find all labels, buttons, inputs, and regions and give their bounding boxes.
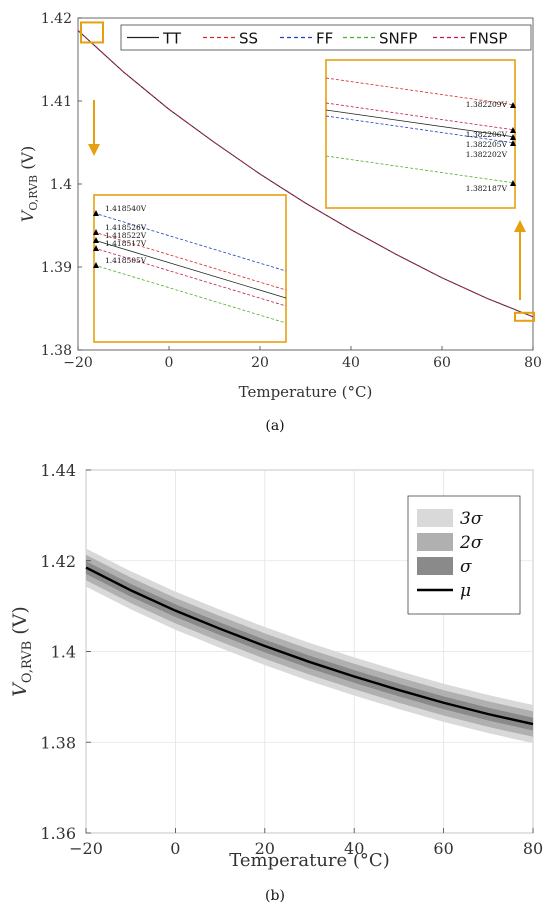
x-tick-label-a: 80: [524, 355, 542, 371]
y-tick-label-b: 1.42: [40, 552, 76, 571]
x-tick-label-a: 60: [433, 355, 451, 371]
inset-left-line-SS: [93, 231, 287, 291]
y-tick-label-b: 1.4: [51, 643, 76, 662]
inset-right-value-label: 1.382209V: [466, 100, 508, 109]
highlight-box-end: [514, 311, 535, 322]
series-line-mu: [85, 566, 534, 726]
legend-a-label-TT: TT: [162, 30, 182, 48]
y-tick-label-a: 1.42: [41, 11, 72, 27]
inset-right-line-SNFP: [325, 155, 516, 184]
legend-b-swatch: [417, 557, 453, 575]
inset-left-frame: [93, 194, 287, 343]
highlight-box-start: [80, 21, 104, 44]
inset-left-value-label: 1.418540V: [105, 204, 147, 213]
legend-a-label-FNSP: FNSP: [469, 30, 507, 48]
inset-right-line-SS: [325, 77, 516, 106]
y-axis-label-a: VO,RVB (V): [18, 146, 40, 222]
x-tick-label-b: 60: [433, 839, 453, 858]
x-tick-label-a: 40: [342, 355, 360, 371]
inset-left-marker: [93, 237, 99, 243]
inset-right-marker: [510, 127, 516, 133]
chart-a: −20 0 20 40 60 80 1.38 1.39 1.4 1.41 1.42 Temperatu…: [18, 11, 542, 401]
inset-left-value-label: 1.418517V: [105, 239, 147, 248]
legend-b-swatch: [417, 509, 453, 527]
inset-right-value-label: 1.382205V: [466, 140, 508, 149]
inset-right-line-TT: [325, 109, 516, 138]
inset-right-line-FNSP: [325, 102, 516, 131]
y-tick-label-a: 1.38: [41, 343, 72, 359]
inset-right-frame: [325, 59, 516, 209]
inset-right-value-label: 1.382187V: [466, 184, 508, 193]
legend-b-label: 3σ: [460, 509, 483, 529]
inset-left-marker: [93, 229, 99, 235]
inset-left-marker: [93, 210, 99, 216]
y-tick-label-b: 1.36: [40, 824, 76, 843]
x-tick-label-b: 0: [170, 839, 180, 858]
inset-right-marker: [510, 180, 516, 186]
caption-b: (b): [265, 888, 285, 904]
inset-left-line-FF: [93, 212, 287, 272]
y-tick-label-a: 1.41: [41, 94, 72, 110]
arrow-up-head: [514, 220, 526, 232]
x-axis-label-a: Temperature (°C): [239, 383, 373, 401]
arrow-down-head: [88, 144, 100, 156]
inset-right-value-label: 1.382202V: [466, 150, 508, 159]
inset-left-value-label: 1.418505V: [105, 256, 147, 265]
legend-b-label: σ: [460, 557, 472, 577]
y-tick-label-b: 1.44: [40, 461, 76, 480]
series-line-FNSP: [77, 30, 534, 318]
inset-left-marker: [93, 262, 99, 268]
y-tick-label-a: 1.4: [50, 177, 72, 193]
legend-b-swatch: [417, 533, 453, 551]
legend-b-label: μ: [460, 581, 471, 601]
caption-a: (a): [265, 418, 284, 434]
y-axis-label-b: VO,RVB (V): [9, 606, 35, 697]
inset-left-value-label: 1.418522V: [105, 231, 147, 240]
inset-left-marker: [93, 245, 99, 251]
legend-b: 3σ 2σ σμ: [407, 495, 521, 615]
inset-right-marker: [510, 134, 516, 140]
inset-left-line-SNFP: [93, 264, 287, 324]
inset-left-value-label: 1.418526V: [105, 223, 147, 232]
y-tick-label-a: 1.39: [41, 260, 72, 276]
x-tick-label-a: −20: [63, 355, 93, 371]
inset-right-marker: [510, 102, 516, 108]
inset-right-line-FF: [325, 115, 516, 144]
y-tick-label-b: 1.38: [40, 733, 76, 752]
x-tick-label-b: 40: [344, 839, 364, 858]
legend-a-label-FF: FF: [316, 30, 333, 48]
inset-right-marker: [510, 140, 516, 146]
x-tick-label-a: 0: [165, 355, 174, 371]
inset-left-line-TT: [93, 239, 287, 299]
x-tick-label-b: 80: [523, 839, 543, 858]
x-axis-label-b: Temperature (°C): [229, 850, 389, 871]
x-tick-label-b: −20: [69, 839, 103, 858]
x-tick-label-a: 20: [251, 355, 269, 371]
x-tick-label-b: 20: [255, 839, 275, 858]
legend-b-label: 2σ: [459, 533, 483, 553]
legend-a-label-SS: SS: [239, 30, 258, 48]
inset-left-line-FNSP: [93, 247, 287, 307]
chart-b: −20 0 20 40 60 80 1.36 1.38 1.4 1.42 1.44 Temperatu…: [9, 461, 543, 871]
legend-a-label-SNFP: SNFP: [379, 30, 417, 48]
legend-a: TT SS FF SNFP FNSP: [120, 24, 532, 51]
inset-right-value-label: 1.382206V: [466, 130, 508, 139]
